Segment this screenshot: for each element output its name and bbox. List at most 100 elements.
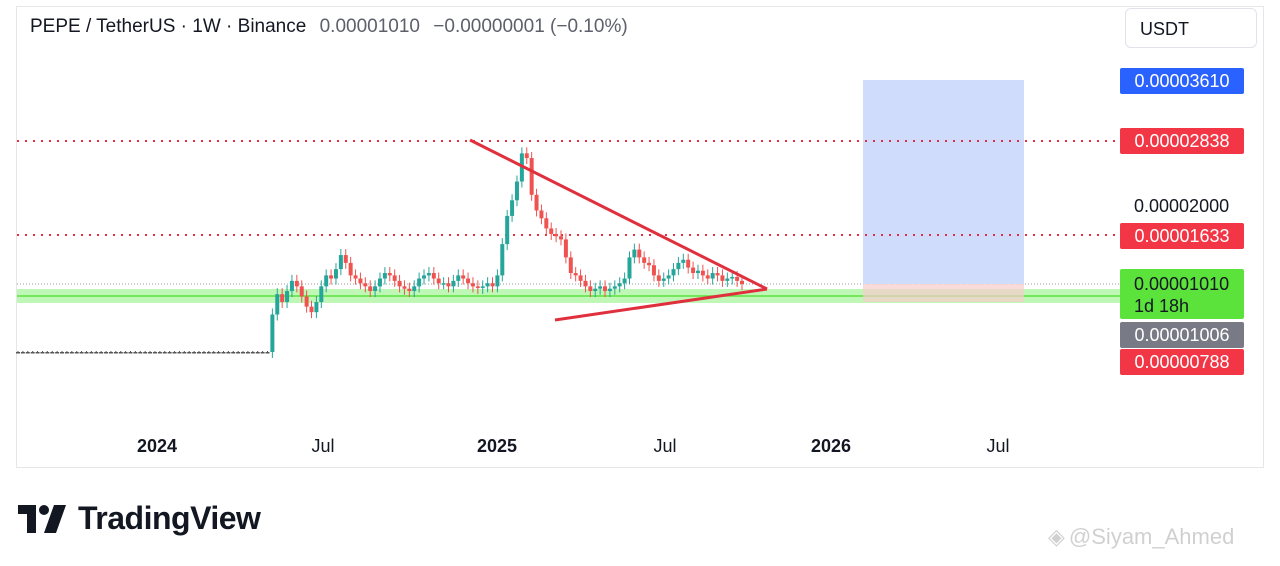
candle-body [104, 352, 109, 354]
candle-body [666, 275, 671, 279]
candle-body [338, 255, 343, 270]
candle-body [568, 257, 573, 274]
candle-body [265, 352, 270, 354]
candle-body [426, 273, 431, 276]
candle-body [436, 278, 441, 284]
candle-body [123, 352, 128, 354]
candle-body [637, 249, 642, 258]
candle-body [333, 269, 338, 279]
candle-body [143, 352, 148, 354]
candle-body [676, 262, 681, 270]
header-price: 0.00001010 [319, 16, 420, 37]
candle-body [544, 218, 549, 229]
candle-body [382, 273, 387, 279]
watermark-text: @Siyam_Ahmed [1068, 524, 1235, 549]
candle-body [329, 275, 334, 279]
candle-body [157, 352, 162, 354]
candle-body [294, 280, 299, 287]
tradingview-logo[interactable]: TradingView [18, 500, 261, 537]
candle-body [505, 215, 510, 245]
current-price-value: 0.00001010 [1134, 274, 1230, 294]
candle-body [480, 286, 485, 288]
watermark-icon: ◈ [1048, 524, 1065, 549]
candle-body [730, 276, 735, 279]
candle-body [466, 278, 471, 284]
candle-body [588, 286, 593, 292]
candle-body [280, 294, 285, 302]
candle-body [485, 283, 490, 287]
candle-body [422, 275, 427, 279]
triangle-lower-line [554, 287, 768, 322]
candle-body [192, 352, 197, 354]
symbol-title[interactable]: PEPE / TetherUS · 1W · Binance [30, 16, 307, 37]
candle-body [182, 352, 187, 354]
candle-body [725, 278, 730, 281]
candle-body [412, 286, 417, 292]
target-zone [863, 80, 1024, 284]
candle-body [177, 352, 182, 354]
candle-body [387, 273, 392, 276]
candle-body [735, 276, 740, 281]
candle-body [201, 352, 206, 354]
candle-body [343, 255, 348, 263]
candle-body [309, 306, 314, 313]
resistance-top-label: 0.00002838 [1120, 128, 1244, 154]
candle-body [69, 352, 74, 354]
candle-body [642, 257, 647, 263]
currency-button[interactable]: USDT [1125, 8, 1257, 48]
candle-body [500, 244, 505, 276]
candle-body [710, 273, 715, 279]
candle-body [25, 352, 30, 354]
candle-body [617, 283, 622, 287]
candle-body [598, 286, 603, 289]
candle-body [475, 286, 480, 288]
candle-body [700, 270, 705, 276]
chart-header: PEPE / TetherUS · 1W · Binance 0.0000101… [30, 16, 628, 38]
candle-body [84, 352, 89, 354]
candle-body [45, 352, 50, 354]
candle-body [583, 280, 588, 287]
candle-body [490, 283, 495, 287]
target-price-label: 0.00003610 [1120, 68, 1244, 94]
candle-body [255, 352, 260, 354]
candle-body [94, 352, 99, 354]
candle-body [74, 352, 79, 354]
candle-body [64, 352, 69, 354]
candle-body [495, 275, 500, 287]
candle-body [89, 352, 94, 354]
x-tick-2026: 2026 [810, 436, 852, 456]
candle-body [563, 239, 568, 258]
x-tick-jul-2025: Jul [653, 436, 677, 456]
chart-frame [16, 6, 1264, 468]
candle-body [231, 352, 236, 354]
candle-body [441, 283, 446, 285]
candle-body [299, 286, 304, 297]
candle-body [20, 352, 25, 354]
candle-body [451, 280, 456, 287]
candle-body [417, 278, 422, 287]
candle-body [514, 181, 519, 201]
candle-body [128, 352, 133, 354]
candle-body [470, 283, 475, 287]
candle-body [632, 249, 637, 258]
candle-body [656, 275, 661, 281]
candle-body [647, 262, 652, 266]
candle-body [524, 153, 529, 159]
candle-body [270, 314, 275, 352]
candle-body [612, 286, 617, 289]
candle-body [578, 275, 583, 281]
candle-body [456, 275, 461, 281]
candle-body [559, 236, 563, 240]
triangle-upper-line [469, 138, 768, 291]
candle-body [221, 352, 226, 354]
candle-body [324, 275, 329, 287]
candle-body [510, 200, 515, 216]
candle-body [607, 288, 612, 292]
candle-body [392, 275, 397, 281]
candle-body [148, 352, 153, 354]
candle-body [651, 265, 656, 276]
candle-body [671, 269, 676, 276]
candle-body [50, 352, 55, 354]
candle-body [118, 352, 123, 354]
